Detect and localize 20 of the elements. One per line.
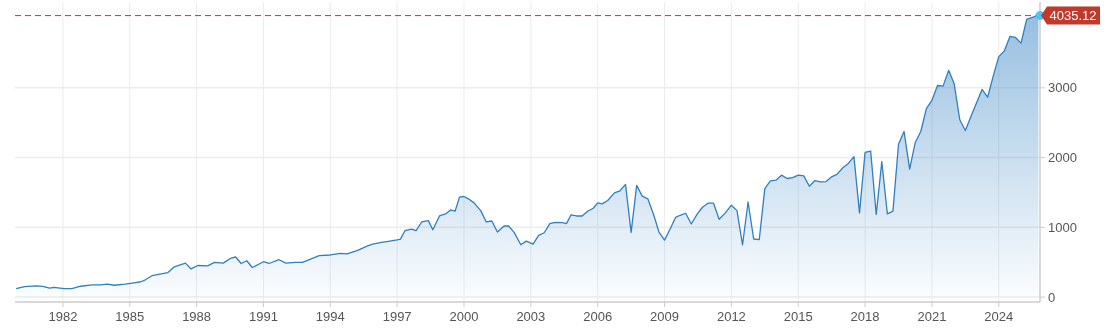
- x-tick-label: 1982: [48, 309, 78, 324]
- y-tick-label: 0: [1048, 289, 1056, 305]
- x-tick-label: 2018: [850, 309, 880, 324]
- ref-line-label: 4035.12: [1049, 8, 1097, 24]
- x-tick-label: 2024: [984, 309, 1014, 324]
- x-tick-label: 2000: [449, 309, 479, 324]
- x-tick-label: 1991: [248, 309, 278, 324]
- x-tick-label: 1985: [115, 309, 145, 324]
- x-tick-label: 2003: [516, 309, 546, 324]
- y-tick-label: 2000: [1048, 150, 1077, 166]
- y-tick-label: 1000: [1048, 219, 1077, 235]
- x-tick-label: 1997: [382, 309, 412, 324]
- x-tick-label: 2012: [716, 309, 746, 324]
- x-tick-label: 2021: [917, 309, 947, 324]
- x-tick-label: 2009: [650, 309, 679, 324]
- x-tick-label: 1988: [182, 309, 212, 324]
- x-tick-label: 2015: [783, 309, 813, 324]
- x-tick-label: 1994: [315, 309, 345, 324]
- y-tick-label: 3000: [1048, 80, 1077, 96]
- x-tick-label: 2006: [583, 309, 613, 324]
